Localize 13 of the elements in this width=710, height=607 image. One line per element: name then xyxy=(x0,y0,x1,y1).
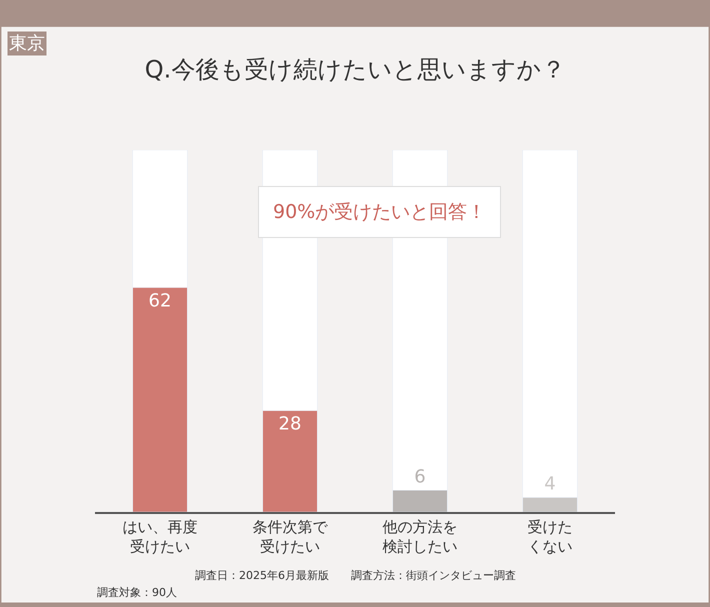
text: 調査対象：90人 xyxy=(97,586,177,599)
annotation: 90%が受けたいと回答！ xyxy=(273,201,486,223)
data-label: 6 xyxy=(414,466,426,488)
x-tick-label: はい、再度受けたい xyxy=(122,518,198,556)
x-tick-label: 条件次第で受けたい xyxy=(252,518,328,556)
text: 調査日：2025年6月最新版 調査方法：街頭インタビュー調査 xyxy=(195,569,516,582)
x-tick-label: 他の方法を検討したい xyxy=(382,518,458,556)
data-label: 28 xyxy=(278,414,302,435)
x-tick-label: 受けたくない xyxy=(528,518,572,556)
chart-title: Q.今後も受け続けたいと思いますか？ xyxy=(144,56,566,84)
text: 東京 xyxy=(9,33,45,54)
data-label: 4 xyxy=(544,474,556,495)
data-label: 62 xyxy=(148,290,172,312)
